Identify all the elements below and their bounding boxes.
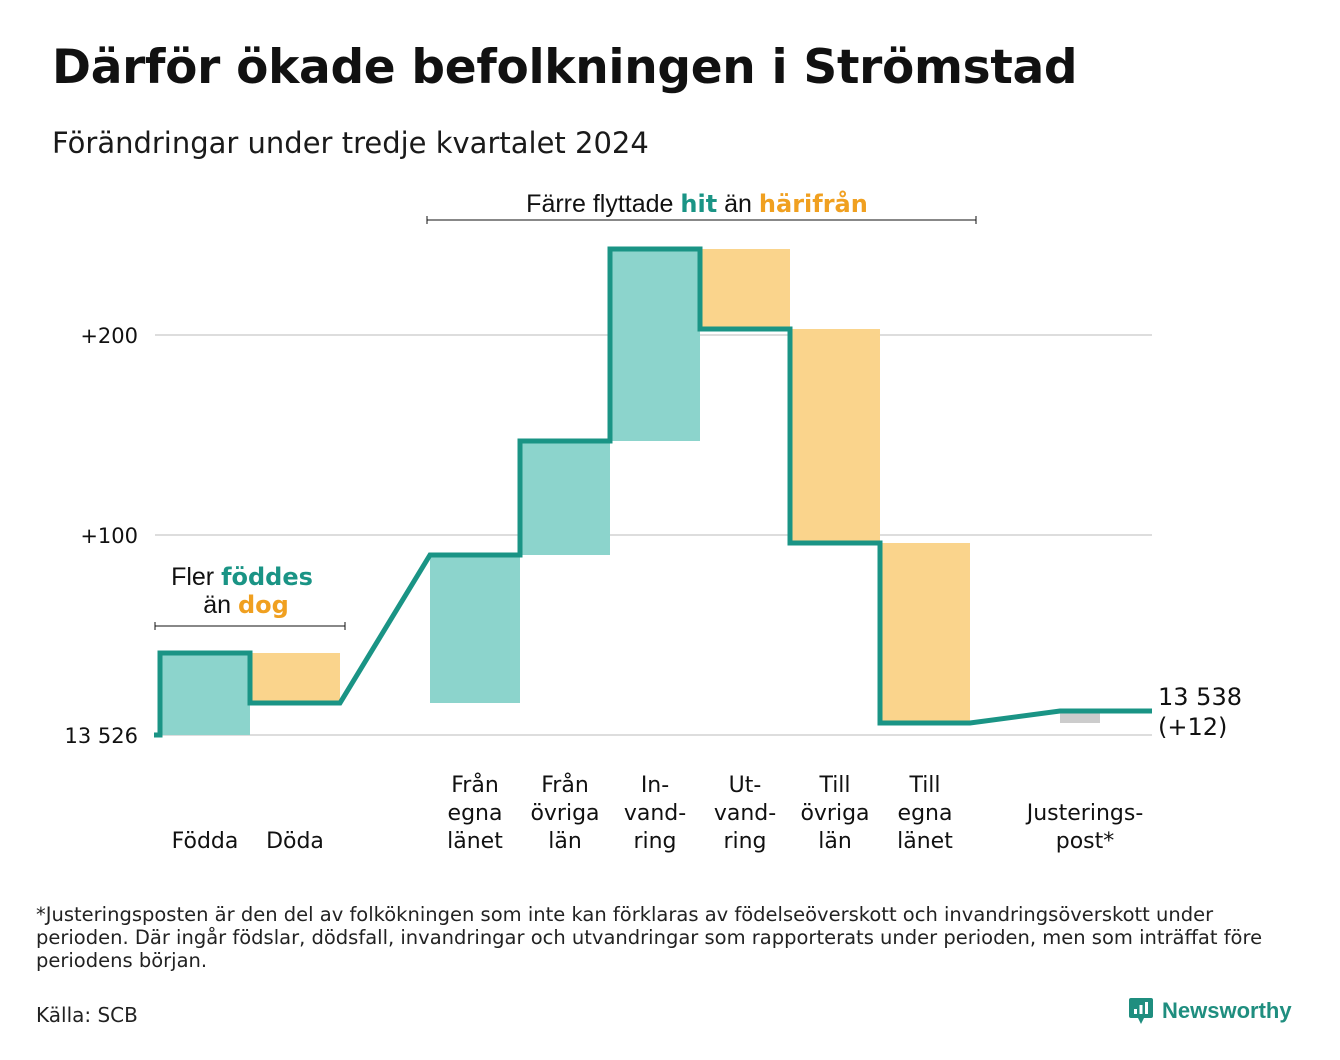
- bar-in: [610, 249, 700, 441]
- category-label-line: egna: [448, 801, 503, 826]
- category-label-line: In-: [641, 773, 669, 798]
- bars: [160, 249, 1100, 735]
- category-label-line: län: [548, 829, 582, 854]
- bar-out: [250, 653, 340, 703]
- end-change: (+12): [1158, 713, 1227, 741]
- bar-out: [700, 249, 790, 329]
- category-label-line: vand-: [624, 801, 686, 826]
- bar-adjust: [1060, 711, 1100, 723]
- category-label-line: Från: [451, 772, 499, 798]
- end-value: 13 538: [1158, 683, 1242, 711]
- annotation-migration: Färre flyttade hit än härifrån: [426, 189, 977, 224]
- y-tick-label: +100: [80, 524, 138, 548]
- brand-logo: Newsworthy: [1128, 996, 1292, 1026]
- category-label-line: övriga: [530, 801, 599, 826]
- annotation-highlight-born: föddes: [221, 563, 313, 591]
- end-value-label: 13 538(+12): [1158, 683, 1242, 741]
- annotation-births-deaths: Fler föddes än dog: [154, 563, 346, 630]
- category-label-line: Födda: [172, 829, 239, 854]
- chart-title: Därför ökade befolkningen i Strömstad: [52, 40, 1078, 95]
- annotation-text: Fler: [171, 563, 221, 591]
- category-label-line: övriga: [800, 801, 869, 826]
- annotation-text: än: [717, 190, 759, 218]
- annotation-highlight-here: hit: [680, 190, 717, 218]
- category-label-line: Till: [908, 773, 940, 798]
- category-label-line: länet: [447, 829, 503, 854]
- category-label: In-vand-ring: [624, 773, 686, 854]
- y-axis-ticks: 13 526 +100 +200: [65, 324, 138, 748]
- category-label-line: Till: [818, 773, 850, 798]
- bar-in: [160, 653, 250, 735]
- category-label-line: Döda: [266, 829, 324, 854]
- annotation-highlight-away: härifrån: [759, 189, 868, 218]
- category-label: Födda: [172, 829, 239, 854]
- annotation-text: än: [203, 591, 238, 619]
- annotation-births-line2: än dog: [203, 591, 289, 619]
- footnote: *Justeringsposten är den del av folkökni…: [36, 903, 1263, 972]
- category-label: Till övriga län: [800, 773, 869, 854]
- brand-name: Newsworthy: [1162, 998, 1292, 1023]
- category-label-line: Från: [541, 772, 589, 798]
- category-label: Från egna länet: [447, 772, 503, 854]
- bar-out: [790, 329, 880, 543]
- chart-subtitle: Förändringar under tredje kvartalet 2024: [52, 126, 649, 160]
- category-label-line: ring: [633, 829, 676, 854]
- annotation-text: Färre flyttade: [526, 190, 680, 218]
- category-label: Justerings-post*: [1025, 801, 1144, 854]
- bar-out: [880, 543, 970, 723]
- annotation-births-line1: Fler föddes: [171, 563, 313, 591]
- cumulative-step-line: [154, 246, 1152, 738]
- category-label-line: vand-: [714, 801, 776, 826]
- category-label-line: post*: [1056, 829, 1115, 854]
- category-label-line: egna: [898, 801, 953, 826]
- category-label-line: ring: [723, 829, 766, 854]
- category-labels: Födda Döda Från egna länet Från övriga län In-va…: [172, 772, 1144, 854]
- category-label: Från övriga län: [530, 772, 599, 854]
- bar-in: [430, 555, 520, 703]
- bar-chart-speech-bubble-icon: [1129, 998, 1153, 1024]
- annotation-highlight-died: dog: [238, 591, 289, 619]
- y-tick-label: +200: [80, 324, 138, 348]
- category-label-line: Ut-: [729, 773, 762, 798]
- category-label-line: länet: [897, 829, 953, 854]
- source-label: Källa: SCB: [36, 1003, 138, 1027]
- category-label: Till egna länet: [897, 773, 953, 854]
- category-label: Döda: [266, 829, 324, 854]
- y-tick-label: 13 526: [65, 724, 138, 748]
- bar-in: [520, 441, 610, 555]
- annotation-migration-text: Färre flyttade hit än härifrån: [526, 189, 868, 218]
- category-label: Ut-vand-ring: [714, 773, 776, 854]
- category-label-line: Justerings-: [1025, 801, 1144, 826]
- category-label-line: län: [818, 829, 852, 854]
